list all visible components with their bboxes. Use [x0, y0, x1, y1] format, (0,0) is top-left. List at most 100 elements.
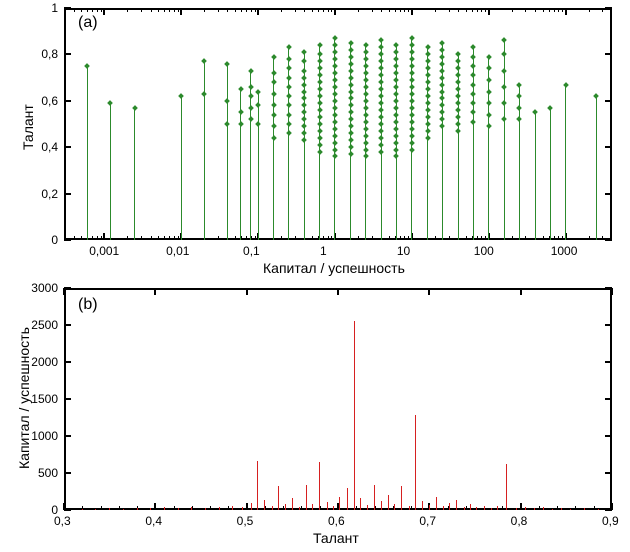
- xminor-a: [485, 236, 486, 240]
- xminor-a: [358, 8, 359, 12]
- impulse-b: [506, 464, 507, 510]
- xminor-a: [408, 236, 409, 240]
- xminor-a: [485, 8, 486, 12]
- xminor-a: [562, 8, 563, 12]
- ytick-a: [64, 193, 71, 195]
- xminor-a: [404, 8, 405, 12]
- xticklabel-b: 0,5: [237, 514, 254, 528]
- ytick-a: [64, 7, 71, 9]
- ytick-b: [64, 324, 71, 326]
- xminor-a: [477, 8, 478, 12]
- ytick-a: [64, 239, 71, 241]
- impulse-b: [464, 507, 465, 510]
- stem-a: [134, 108, 135, 240]
- impulse-b: [484, 506, 485, 510]
- xticklabel-a: 10: [397, 244, 410, 258]
- yticklabel-b: 500: [38, 466, 58, 480]
- xminor-a: [535, 8, 536, 12]
- xminor-a: [92, 236, 93, 240]
- xminor-a: [435, 8, 436, 12]
- impulse-b: [333, 506, 334, 510]
- xminor-a: [372, 236, 373, 240]
- stem-a: [258, 92, 259, 240]
- impulse-b: [449, 503, 450, 510]
- impulse-b: [299, 507, 300, 510]
- xminor-a: [449, 236, 450, 240]
- xtick-a: [411, 8, 413, 15]
- xtick-a: [180, 8, 182, 15]
- impulse-b: [306, 485, 307, 510]
- impulse-b: [561, 508, 562, 510]
- panel-a-tag: (a): [78, 14, 98, 32]
- xtick-b: [520, 503, 522, 510]
- impulse-b: [232, 506, 233, 510]
- xminor-a: [512, 236, 513, 240]
- xminor-b: [575, 506, 576, 510]
- impulse-b: [285, 504, 286, 510]
- panel-b-tag: (b): [78, 296, 98, 314]
- ytick-a: [605, 100, 612, 102]
- xminor-a: [449, 8, 450, 12]
- impulse-b: [388, 495, 389, 510]
- impulse-b: [598, 509, 599, 510]
- yticklabel-a: 0: [51, 233, 58, 247]
- impulse-b: [278, 486, 279, 510]
- xminor-a: [295, 8, 296, 12]
- ytick-b: [64, 361, 71, 363]
- xminor-b: [119, 506, 120, 510]
- xminor-b: [502, 506, 503, 510]
- impulse-b: [219, 507, 220, 510]
- xlabel-a: Капитал / успешность: [263, 260, 405, 276]
- xtick-a: [565, 8, 567, 15]
- ytick-b: [605, 472, 612, 474]
- stem-a: [227, 64, 228, 240]
- xminor-a: [381, 8, 382, 12]
- xminor-a: [323, 8, 324, 12]
- xminor-a: [395, 8, 396, 12]
- xtick-b: [520, 288, 522, 295]
- xminor-a: [92, 8, 93, 12]
- xminor-a: [235, 8, 236, 12]
- yticklabel-b: 1000: [31, 429, 58, 443]
- xtick-b: [154, 288, 156, 295]
- impulse-b: [205, 508, 206, 510]
- xminor-a: [558, 8, 559, 12]
- impulse-b: [360, 498, 361, 510]
- xminor-b: [557, 506, 558, 510]
- xminor-a: [81, 8, 82, 12]
- xticklabel-b: 0,6: [328, 514, 345, 528]
- xminor-a: [87, 8, 88, 12]
- xminor-a: [477, 236, 478, 240]
- xminor-a: [525, 8, 526, 12]
- impulse-b: [339, 497, 340, 510]
- impulse-b: [584, 508, 585, 510]
- impulse-b: [109, 508, 110, 510]
- xminor-a: [235, 236, 236, 240]
- impulse-b: [381, 501, 382, 510]
- xminor-a: [404, 236, 405, 240]
- ytick-a: [605, 193, 612, 195]
- xminor-a: [174, 8, 175, 12]
- xminor-b: [301, 506, 302, 510]
- xminor-a: [562, 236, 563, 240]
- impulse-b: [491, 508, 492, 510]
- impulse-b: [251, 503, 252, 510]
- xminor-b: [594, 506, 595, 510]
- xtick-b: [428, 288, 430, 295]
- ytick-b: [605, 435, 612, 437]
- xminor-a: [304, 8, 305, 12]
- stem-a: [181, 96, 182, 240]
- impulse-b: [394, 504, 395, 510]
- xminor-a: [602, 8, 603, 12]
- xminor-a: [458, 8, 459, 12]
- xminor-a: [158, 236, 159, 240]
- impulse-b: [429, 505, 430, 510]
- xminor-a: [400, 8, 401, 12]
- xminor-a: [589, 236, 590, 240]
- xminor-a: [255, 236, 256, 240]
- xminor-a: [81, 236, 82, 240]
- ytick-b: [64, 472, 71, 474]
- ytick-b: [605, 324, 612, 326]
- xtick-a: [488, 8, 490, 15]
- impulse-b: [422, 501, 423, 510]
